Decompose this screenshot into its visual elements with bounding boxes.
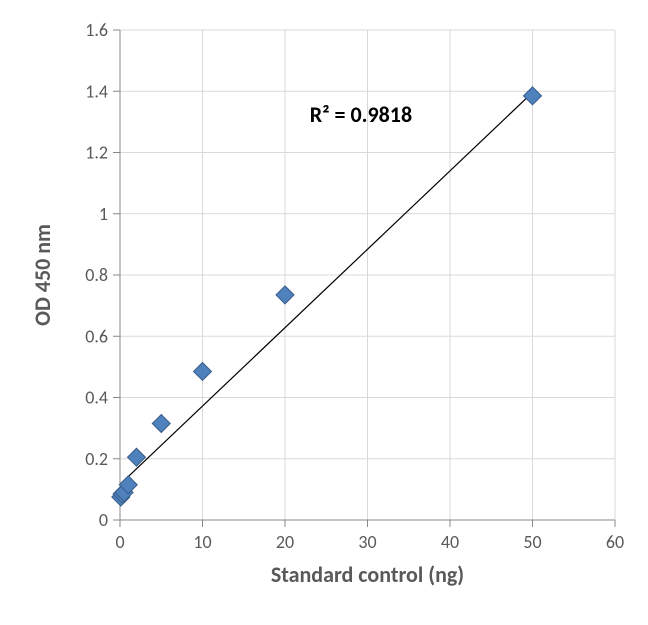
x-tick-label: 10 <box>193 531 211 553</box>
x-tick-label: 20 <box>276 531 294 553</box>
x-tick-label: 0 <box>115 531 124 553</box>
y-tick-label: 0.2 <box>85 448 108 470</box>
y-tick-label: 1.6 <box>85 19 108 41</box>
r-squared-annotation: R² = 0.9818 <box>310 101 412 128</box>
y-tick-label: 1.2 <box>85 142 108 164</box>
y-tick-label: 0 <box>99 509 108 531</box>
y-tick-label: 1 <box>99 203 108 225</box>
x-tick-label: 50 <box>523 531 541 553</box>
y-tick-label: 1.4 <box>85 80 108 102</box>
scatter-chart: 0 10 20 30 40 50 60 0 0.2 0.4 0.6 0.8 1 1.2 1.4 1.6 Stan… <box>0 0 648 625</box>
chart-svg: 0 10 20 30 40 50 60 0 0.2 0.4 0.6 0.8 1 1.2 1.4 1.6 Stan… <box>0 0 648 625</box>
y-tick-label: 0.8 <box>85 264 108 286</box>
x-tick-label: 30 <box>358 531 376 553</box>
x-axis-label: Standard control (ng) <box>271 561 464 588</box>
y-axis-label: OD 450 nm <box>29 224 56 326</box>
x-tick-label: 60 <box>606 531 624 553</box>
y-tick-label: 0.6 <box>85 325 108 347</box>
y-tick-label: 0.4 <box>85 387 108 409</box>
x-tick-label: 40 <box>441 531 459 553</box>
